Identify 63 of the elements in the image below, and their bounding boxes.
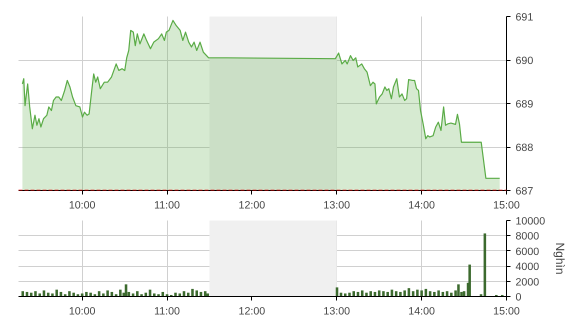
bar bbox=[468, 264, 471, 296]
bar bbox=[394, 291, 398, 296]
bar bbox=[356, 292, 360, 296]
bar bbox=[136, 291, 139, 296]
x-tick-label: 11:00 bbox=[154, 200, 180, 212]
bar bbox=[424, 288, 428, 296]
y-tick-label: 688 bbox=[516, 142, 534, 154]
bar bbox=[408, 288, 410, 296]
bar bbox=[144, 292, 148, 296]
bar bbox=[46, 292, 50, 296]
bar bbox=[352, 291, 356, 296]
bar bbox=[369, 291, 372, 296]
x-tick-label: 12:00 bbox=[238, 306, 266, 318]
bar bbox=[382, 291, 385, 296]
bar bbox=[148, 290, 152, 296]
y-tick-label: 8000 bbox=[516, 230, 540, 243]
bar bbox=[21, 291, 24, 296]
bar bbox=[390, 290, 394, 296]
bar bbox=[68, 291, 71, 296]
bar bbox=[174, 292, 177, 296]
bar bbox=[336, 287, 338, 296]
bar bbox=[55, 290, 58, 296]
x-tick-label: 10:00 bbox=[68, 306, 96, 318]
x-tick-label: 15:00 bbox=[493, 200, 520, 212]
x-tick-label: 15:00 bbox=[493, 306, 520, 318]
x-tick-label: 14:00 bbox=[408, 306, 436, 318]
bar bbox=[348, 292, 351, 296]
bar bbox=[191, 288, 194, 296]
bar bbox=[428, 291, 432, 296]
y-tick-label: 691 bbox=[516, 12, 534, 24]
x-tick-label: 11:00 bbox=[154, 306, 180, 318]
bar bbox=[26, 292, 28, 296]
bar bbox=[416, 290, 419, 296]
x-tick-label: 13:00 bbox=[323, 306, 350, 318]
bar bbox=[72, 292, 75, 296]
bar bbox=[186, 292, 190, 296]
y-tick-label: 687 bbox=[516, 186, 534, 198]
bar bbox=[365, 292, 368, 296]
bar bbox=[30, 292, 33, 296]
y-tick-label: 10000 bbox=[516, 216, 546, 228]
bar bbox=[412, 291, 414, 296]
bar bbox=[484, 233, 486, 296]
x-tick-label: 13:00 bbox=[323, 200, 350, 212]
bar bbox=[34, 291, 37, 296]
x-tick-label: 10:00 bbox=[68, 200, 96, 212]
y-tick-label: 2000 bbox=[516, 276, 540, 288]
bar bbox=[450, 292, 453, 296]
bar bbox=[446, 291, 448, 296]
y-tick-label: 690 bbox=[516, 55, 534, 67]
y-tick-label: 0 bbox=[516, 292, 522, 304]
y-tick-label: 689 bbox=[516, 98, 534, 110]
x-tick-label: 12:00 bbox=[238, 200, 266, 212]
bar bbox=[457, 284, 460, 296]
y-axis-title: Nghìn bbox=[553, 242, 568, 275]
bar bbox=[124, 284, 128, 296]
y-tick-label: 4000 bbox=[516, 261, 540, 274]
bar bbox=[204, 291, 206, 296]
bar bbox=[89, 292, 92, 296]
bar bbox=[119, 290, 122, 296]
bar bbox=[98, 291, 100, 296]
bar bbox=[182, 291, 186, 296]
x-tick-label: 14:00 bbox=[408, 200, 436, 212]
y-tick-label: 6000 bbox=[516, 246, 540, 258]
